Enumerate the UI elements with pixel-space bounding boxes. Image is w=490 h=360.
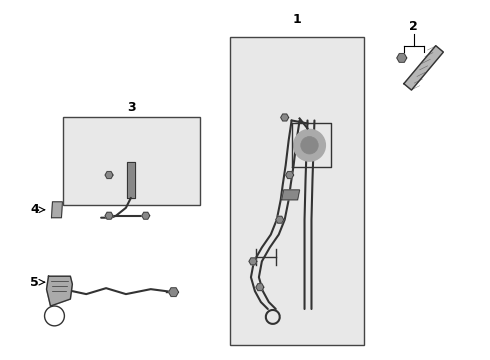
Polygon shape: [47, 276, 73, 306]
Polygon shape: [281, 114, 289, 121]
Circle shape: [54, 327, 64, 337]
Polygon shape: [276, 216, 284, 223]
Text: 5: 5: [30, 276, 39, 289]
Circle shape: [294, 129, 325, 161]
Polygon shape: [404, 46, 443, 90]
Text: 3: 3: [127, 101, 136, 114]
Polygon shape: [282, 190, 299, 200]
Bar: [63, 117, 200, 205]
Polygon shape: [51, 202, 62, 218]
Polygon shape: [127, 162, 135, 198]
Polygon shape: [249, 258, 257, 265]
Polygon shape: [142, 212, 150, 219]
Polygon shape: [397, 54, 407, 62]
Text: 1: 1: [292, 13, 301, 26]
Polygon shape: [105, 212, 113, 219]
Bar: [230, 37, 364, 345]
Text: 4: 4: [30, 203, 39, 216]
Polygon shape: [169, 288, 178, 296]
Circle shape: [301, 136, 318, 154]
Polygon shape: [286, 172, 294, 179]
Polygon shape: [256, 284, 264, 291]
Polygon shape: [105, 172, 113, 179]
Text: 2: 2: [409, 20, 418, 33]
